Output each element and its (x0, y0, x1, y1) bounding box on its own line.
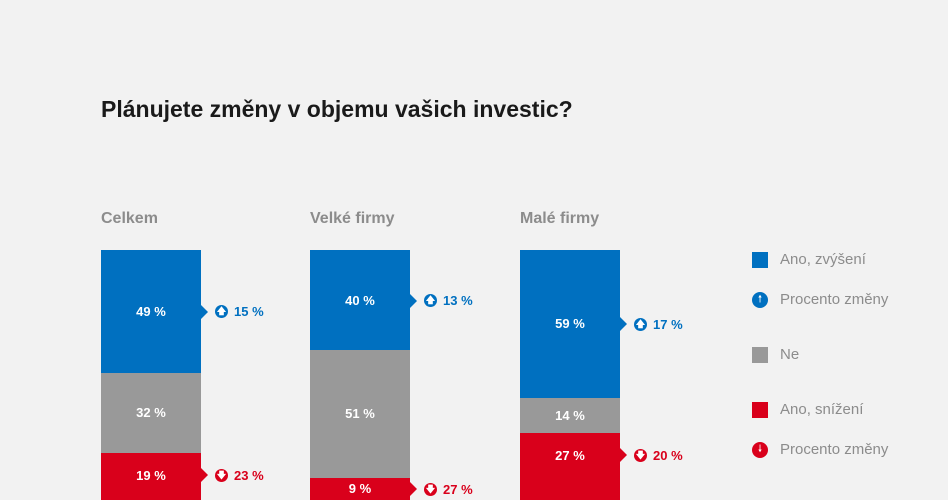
data-label: 27 % (555, 448, 585, 463)
bar-segment: 14 % (520, 398, 620, 433)
legend-item-no: Ne (752, 346, 799, 363)
bar-segment: 59 % (520, 250, 620, 398)
legend-label-change-up: Procento změny (780, 291, 888, 308)
arrow-up-circle-icon: 🡅 (634, 318, 647, 331)
pointer-arrow (620, 317, 627, 331)
arrow-down-circle-icon: 🠗 (752, 442, 768, 458)
arrow-up-circle-icon: 🠕 (752, 292, 768, 308)
pointer-arrow (410, 294, 417, 308)
data-label: 14 % (555, 408, 585, 423)
change-indicator: 🡅 17 % (620, 317, 683, 332)
arrow-up-circle-icon: 🡅 (215, 305, 228, 318)
bar-segment: 40 % (310, 250, 410, 350)
data-label: 40 % (345, 293, 375, 308)
change-indicator: 🡅 13 % (410, 293, 473, 308)
group-label: Velké firmy (310, 210, 395, 228)
change-value: 15 % (234, 304, 264, 319)
change-indicator: 🡅 15 % (201, 304, 264, 319)
legend-label-decrease: Ano, snížení (780, 401, 863, 418)
arrow-down-circle-icon: 🡇 (424, 483, 437, 496)
change-value: 13 % (443, 293, 473, 308)
arrow-down-circle-icon: 🡇 (215, 469, 228, 482)
bar-segment: 19 % (101, 453, 201, 500)
bar-segment: 51 % (310, 350, 410, 478)
change-indicator: 🡇 20 % (620, 448, 683, 463)
change-indicator: 🡇 27 % (410, 482, 473, 497)
data-label: 49 % (136, 304, 166, 319)
arrow-down-circle-icon: 🡇 (634, 449, 647, 462)
change-value: 27 % (443, 482, 473, 497)
group-label: Malé firmy (520, 210, 599, 228)
data-label: 32 % (136, 405, 166, 420)
pointer-arrow (201, 468, 208, 482)
legend-item-change-down: 🠗 Procento změny (752, 441, 888, 458)
bar-segment: 49 % (101, 250, 201, 373)
change-value: 20 % (653, 448, 683, 463)
change-value: 23 % (234, 468, 264, 483)
legend-label-increase: Ano, zvýšení (780, 251, 866, 268)
chart-title: Plánujete změny v objemu vašich investic… (101, 96, 573, 123)
bar-segment: 27 % (520, 433, 620, 500)
pointer-arrow (201, 305, 208, 319)
legend-label-no: Ne (780, 346, 799, 363)
legend-swatch-increase (752, 252, 768, 268)
change-value: 17 % (653, 317, 683, 332)
bar-segment: 32 % (101, 373, 201, 453)
change-indicator: 🡇 23 % (201, 468, 264, 483)
pointer-arrow (620, 448, 627, 462)
data-label: 19 % (136, 468, 166, 483)
bar-segment: 9 % (310, 478, 410, 500)
legend-item-increase: Ano, zvýšení (752, 251, 866, 268)
data-label: 51 % (345, 406, 375, 421)
legend-swatch-decrease (752, 402, 768, 418)
data-label: 9 % (349, 481, 371, 496)
data-label: 59 % (555, 316, 585, 331)
legend-swatch-no (752, 347, 768, 363)
legend-item-change-up: 🠕 Procento změny (752, 291, 888, 308)
legend-item-decrease: Ano, snížení (752, 401, 863, 418)
pointer-arrow (410, 482, 417, 496)
arrow-up-circle-icon: 🡅 (424, 294, 437, 307)
group-label: Celkem (101, 210, 158, 228)
legend-label-change-down: Procento změny (780, 441, 888, 458)
